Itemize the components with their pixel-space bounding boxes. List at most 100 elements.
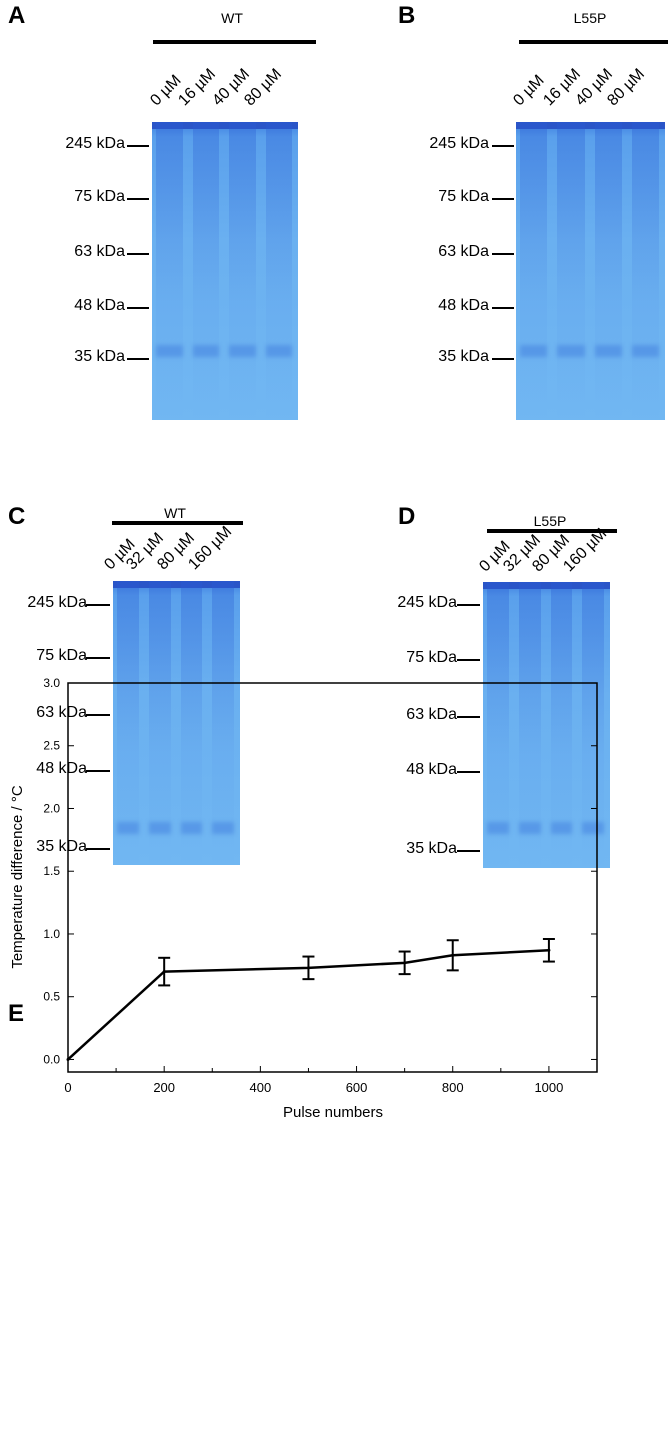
gel-lane (229, 122, 256, 420)
group-bar (519, 40, 668, 44)
marker-tick (127, 307, 149, 309)
marker-label: 63 kDa (438, 243, 489, 260)
protein-band (520, 345, 548, 357)
marker-tick (457, 604, 480, 606)
data-point (547, 948, 551, 952)
marker-label: 48 kDa (36, 760, 87, 777)
marker-tick (492, 253, 514, 255)
gel-lane (594, 122, 622, 420)
group-bar (112, 521, 243, 525)
protein-band (518, 822, 541, 834)
marker-tick (492, 358, 514, 360)
data-point (66, 1057, 70, 1061)
marker-tick (86, 848, 110, 850)
plot-frame (67, 682, 598, 1073)
protein-band (180, 822, 203, 834)
protein-band (148, 822, 171, 834)
data-point (403, 961, 407, 965)
gel-image (483, 582, 610, 868)
marker-label: 75 kDa (36, 647, 87, 664)
marker-label: 75 kDa (438, 188, 489, 205)
group-bar (487, 529, 617, 533)
panel-label-a: A (8, 2, 26, 29)
gel-image (113, 581, 240, 865)
marker-label: 48 kDa (74, 297, 125, 314)
gel-lane (550, 582, 573, 868)
marker-label: 245 kDa (429, 135, 489, 152)
marker-tick (86, 770, 110, 772)
protein-band (212, 822, 234, 834)
lane-label: 0 µM (510, 71, 548, 110)
panel-label-d: D (398, 503, 416, 530)
group-label: L55P (533, 513, 567, 529)
y-axis-label: Temperature difference / °C (9, 785, 26, 968)
marker-label: 35 kDa (74, 348, 125, 365)
marker-tick (457, 659, 480, 661)
gel-lane (631, 122, 659, 420)
gel-lane (520, 122, 548, 420)
x-tick-label: 800 (442, 1080, 464, 1095)
marker-label: 63 kDa (36, 704, 87, 721)
gel-lane (117, 581, 139, 865)
gel-image (516, 122, 665, 420)
group-label: WT (221, 10, 243, 26)
marker-tick (127, 145, 149, 147)
group-bar (153, 40, 316, 44)
gel-lane (487, 582, 509, 868)
protein-band (594, 345, 622, 357)
protein-band (487, 822, 509, 834)
group-label: L55P (573, 10, 607, 26)
marker-tick (492, 307, 514, 309)
marker-label: 35 kDa (36, 838, 87, 855)
x-tick-label: 600 (346, 1080, 368, 1095)
marker-label: 245 kDa (27, 594, 87, 611)
marker-label: 63 kDa (74, 243, 125, 260)
marker-label: 245 kDa (65, 135, 125, 152)
y-tick-label: 0.0 (43, 1052, 60, 1066)
data-point (451, 953, 455, 957)
gel-wells (516, 122, 665, 129)
marker-tick (86, 604, 110, 606)
marker-label: 35 kDa (438, 348, 489, 365)
y-tick-label: 3.0 (43, 676, 60, 690)
y-tick-label: 1.0 (43, 927, 60, 941)
protein-band (582, 822, 604, 834)
y-tick-label: 1.5 (43, 864, 60, 878)
protein-band (156, 345, 183, 357)
gel-lane (212, 581, 234, 865)
x-axis-label: Pulse numbers (283, 1104, 383, 1121)
marker-tick (457, 771, 480, 773)
chart-e: 0 200 400 600 800 1000 0.0 0.5 1.0 1.5 2.0 2.5 3.0 Pu… (9, 676, 598, 1121)
marker-tick (127, 253, 149, 255)
marker-tick (127, 358, 149, 360)
gel-lane (192, 122, 219, 420)
marker-tick (457, 850, 480, 852)
protein-band (631, 345, 659, 357)
gel-wells (152, 122, 298, 129)
x-tick-label: 0 (64, 1080, 71, 1095)
y-tick-label: 2.0 (43, 801, 60, 815)
marker-label: 75 kDa (406, 649, 457, 666)
gel-wells (113, 581, 240, 588)
gel-lane (518, 582, 541, 868)
marker-tick (127, 198, 149, 200)
marker-label: 48 kDa (406, 761, 457, 778)
group-label: WT (164, 505, 186, 521)
y-tick-label: 0.5 (43, 990, 60, 1004)
marker-tick (86, 657, 110, 659)
marker-tick (457, 716, 480, 718)
data-point (306, 966, 310, 970)
gel-lane (148, 581, 171, 865)
x-tick-label: 1000 (534, 1080, 563, 1095)
x-tick-label: 400 (250, 1080, 272, 1095)
protein-band (229, 345, 256, 357)
lane-label: 160 µM (185, 523, 236, 574)
marker-label: 48 kDa (438, 297, 489, 314)
gel-lane (156, 122, 183, 420)
marker-tick (492, 145, 514, 147)
x-tick-label: 200 (153, 1080, 175, 1095)
marker-label: 75 kDa (74, 188, 125, 205)
protein-band (557, 345, 585, 357)
marker-label: 35 kDa (406, 840, 457, 857)
